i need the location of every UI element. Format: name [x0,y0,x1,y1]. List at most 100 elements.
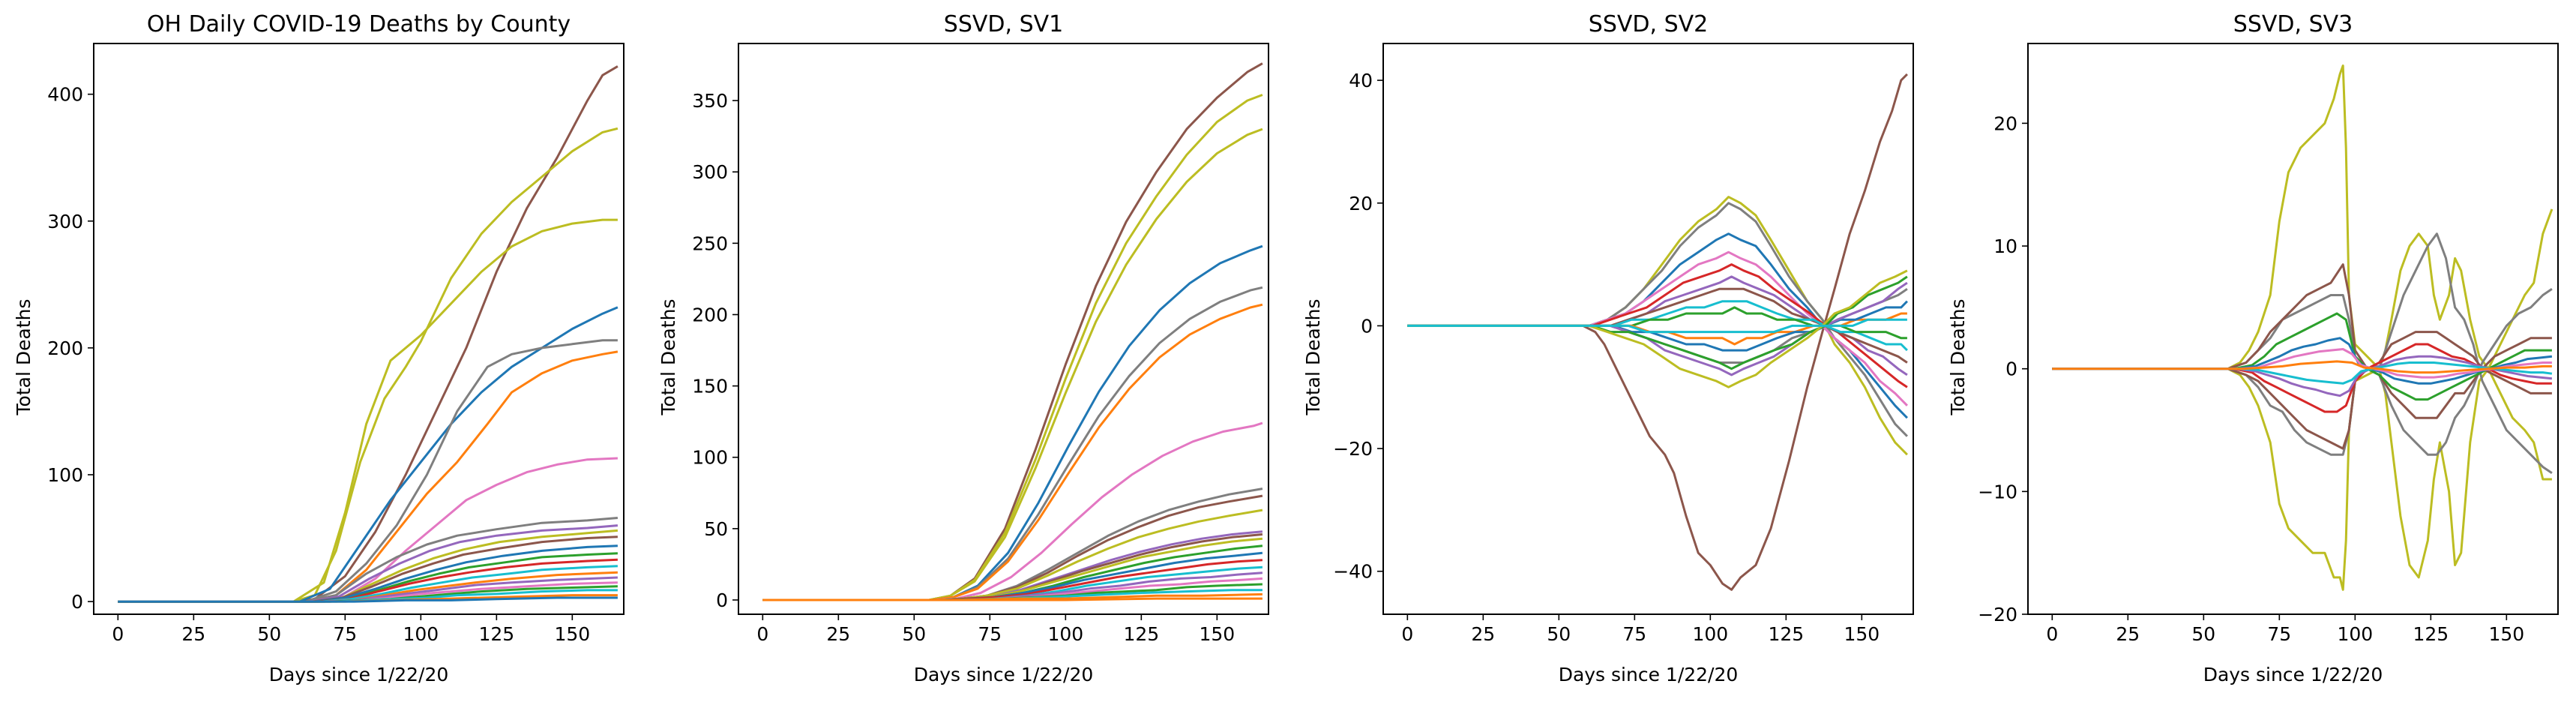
panel-3-xtick-label: 0 [1401,623,1413,645]
panel-2-ylabel: Total Deaths [657,299,679,416]
panel-2-ytick-label: 50 [704,518,728,540]
panel-1-xtick-label: 150 [554,623,590,645]
panel-1-series-line-3 [118,218,618,603]
panel-4-title: SSVD, SV3 [2233,11,2353,38]
panel-3-series-line-16 [1407,269,1908,388]
panel-1-ytick-label: 0 [71,591,83,613]
panel-4-series-line-5 [2052,263,2552,419]
panel-3-ytick-label: −20 [1333,438,1373,460]
panel-4-series-line-3 [2052,232,2553,475]
panel-2-series-lines [762,62,1263,602]
panel-3-series-lines [1407,73,1908,591]
panel-3-series-line-3 [1407,202,1908,437]
panel-3-series-line-12 [1407,300,1908,352]
panel-1-series-lines [118,65,619,603]
panel-1-series-line-5 [118,339,618,603]
panel-1-series-line-1 [118,65,619,603]
panel-2-ssvd-sv1: SSVD, SV1 Days since 1/22/20 Total Death… [657,11,1269,686]
panel-4-series-line-12 [2052,362,2553,385]
panel-3-series-line-6 [1407,263,1908,388]
panel-2-xtick-label: 150 [1199,623,1235,645]
panel-3-ytick-label: 20 [1349,193,1373,214]
panel-4-ylabel: Total Deaths [1947,299,1969,416]
panel-2-ytick-label: 100 [692,447,728,469]
panel-3-ssvd-sv2: SSVD, SV2 Days since 1/22/20 Total Death… [1302,11,1914,686]
panel-1-title: OH Daily COVID-19 Deaths by County [147,11,571,38]
panel-1-xtick-label: 75 [333,623,357,645]
panel-4-ytick-label: 0 [2005,358,2017,380]
panel-4-xtick-label: 125 [2413,623,2449,645]
panel-3-xtick-label: 25 [1471,623,1495,645]
panel-3-title: SSVD, SV2 [1589,11,1708,38]
panel-3-series-line-9 [1407,300,1908,352]
panel-4-series-line-9 [2052,337,2553,385]
panel-2-xlabel: Days since 1/22/20 [914,664,1094,686]
panel-4-series-line-7 [2052,312,2552,401]
panel-1-xtick-label: 125 [478,623,514,645]
panel-3-xtick-label: 75 [1622,623,1646,645]
panel-3-ticks: 0 25 50 75 100 125 150 −40 −20 0 20 40 [1333,70,1880,645]
panel-2-ytick-label: 250 [692,232,728,254]
panel-4-xtick-label: 150 [2488,623,2524,645]
panel-2-xtick-label: 50 [902,623,926,645]
panel-2-ytick-label: 0 [716,590,728,611]
panel-3-series-line-1 [1407,73,1908,591]
panel-1-series-line-2 [118,127,619,603]
panel-1-xtick-label: 100 [403,623,439,645]
panel-1-ticks: 0 25 50 75 100 125 150 0 100 200 300 400 [47,84,590,645]
panel-3-xtick-label: 125 [1768,623,1804,645]
panel-3-frame [1382,43,1914,615]
panel-3-series-line-17 [1407,318,1907,334]
panel-1-ytick-label: 100 [47,464,83,486]
panel-1-total-deaths: OH Daily COVID-19 Deaths by County Days … [13,11,625,686]
panel-1-series-line-9 [118,524,619,603]
panel-2-ticks: 0 25 50 75 100 125 150 0 50 100 150 200 250 300 350 [692,90,1235,645]
panel-4-xtick-label: 50 [2191,623,2215,645]
panel-1-series-line-22 [118,596,618,603]
panel-3-series-line-15 [1407,275,1908,370]
panel-4-series-line-6 [2052,331,2552,450]
panel-4-xtick-label: 0 [2046,623,2058,645]
panel-3-series-line-5 [1407,250,1908,406]
panel-2-ytick-label: 150 [692,376,728,398]
panel-3-xtick-label: 100 [1692,623,1728,645]
panel-4-series-line-8 [2052,343,2552,413]
panel-2-xtick-label: 125 [1123,623,1159,645]
panel-1-series-line-8 [118,517,619,603]
panel-2-xtick-label: 100 [1047,623,1083,645]
panel-4-ticks: 0 25 50 75 100 125 150 −20 −10 0 10 20 [1978,112,2524,645]
panel-2-frame [738,43,1269,615]
panel-1-ytick-label: 200 [47,338,83,359]
panel-1-ytick-label: 400 [47,84,83,106]
panel-2-xtick-label: 75 [978,623,1002,645]
panel-3-xlabel: Days since 1/22/20 [1559,664,1739,686]
panel-3-ytick-label: 0 [1361,315,1373,337]
panel-1-ytick-label: 300 [47,211,83,232]
panel-2-xtick-label: 0 [756,623,768,645]
panel-4-ytick-label: 10 [1993,236,2017,257]
panel-1-ylabel: Total Deaths [13,299,34,416]
panel-4-xlabel: Days since 1/22/20 [2203,664,2383,686]
panel-2-series-line-3 [762,128,1263,602]
panel-4-xtick-label: 100 [2337,623,2373,645]
panel-4-xtick-label: 75 [2267,623,2291,645]
panel-2-series-line-23 [762,597,1263,602]
panel-3-ytick-label: −40 [1333,561,1373,583]
panel-3-xtick-label: 150 [1844,623,1880,645]
panel-2-ytick-label: 200 [692,304,728,326]
panel-4-series-line-13 [2052,360,2552,374]
panel-4-xtick-label: 25 [2116,623,2140,645]
panel-2-title: SSVD, SV1 [944,11,1063,38]
panel-1-xtick-label: 0 [112,623,124,645]
panel-3-series-line-8 [1407,287,1908,364]
panel-4-frame [2027,43,2559,615]
panel-1-xtick-label: 25 [181,623,205,645]
panel-2-series-line-6 [762,303,1263,602]
panel-1-xlabel: Days since 1/22/20 [269,664,449,686]
panel-1-frame [93,43,625,615]
panel-4-ssvd-sv3: SSVD, SV3 Days since 1/22/20 Total Death… [1947,11,2559,686]
panel-3-ytick-label: 40 [1349,70,1373,92]
panel-2-ytick-label: 350 [692,90,728,112]
panel-3-ylabel: Total Deaths [1302,299,1324,416]
